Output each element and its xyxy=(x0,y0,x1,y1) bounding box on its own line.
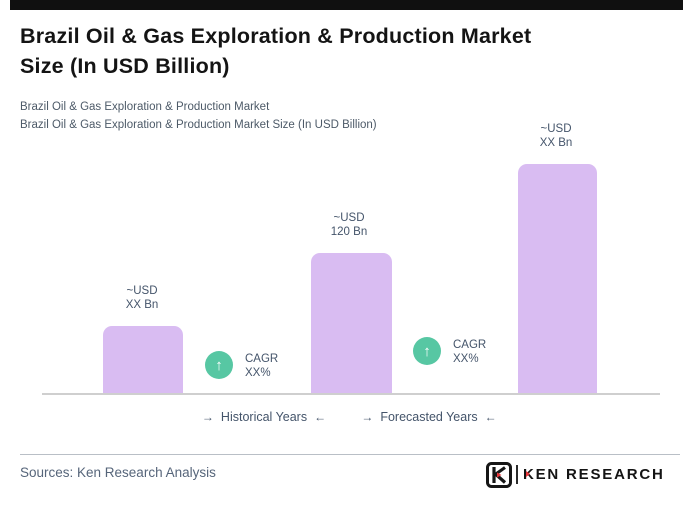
page-title: Brazil Oil & Gas Exploration & Productio… xyxy=(20,24,532,78)
bar-forecast xyxy=(518,164,597,394)
bar-historical-2 xyxy=(311,253,392,394)
subtitle-line-1: Brazil Oil & Gas Exploration & Productio… xyxy=(20,101,270,113)
group-label-text: Forecasted Years xyxy=(380,410,478,424)
up-arrow-icon: ↑ xyxy=(423,342,431,360)
x-group-label-historical: → Historical Years ← xyxy=(162,410,366,424)
sources-note: Sources: Ken Research Analysis xyxy=(20,465,216,480)
cagr-badge-2: ↑ xyxy=(413,337,441,365)
x-group-label-forecasted: → Forecasted Years ← xyxy=(327,410,531,424)
footer-divider xyxy=(20,454,680,455)
logo-k-accent-icon xyxy=(526,470,530,477)
left-arrow-icon: ← xyxy=(484,410,497,424)
group-label-text: Historical Years xyxy=(220,410,308,424)
ken-research-logo: KEN RESEARCH xyxy=(486,461,665,488)
subtitle-line-2: Brazil Oil & Gas Exploration & Productio… xyxy=(20,119,377,131)
logo-text-wrap: KEN RESEARCH xyxy=(523,466,665,484)
logo-separator xyxy=(516,465,518,484)
cagr-badge-1: ↑ xyxy=(205,351,233,379)
right-arrow-icon: → xyxy=(361,410,374,424)
bar-historical-1 xyxy=(103,326,183,394)
top-bar xyxy=(10,0,683,10)
right-arrow-icon: → xyxy=(201,410,214,424)
x-axis-line xyxy=(42,393,660,395)
bar-value-label: ~USD XX Bn xyxy=(539,123,573,149)
ken-research-k-mark-icon xyxy=(486,461,512,488)
left-arrow-icon: ← xyxy=(314,410,327,424)
logo-text: KEN RESEARCH xyxy=(523,465,665,483)
bar-value-label: ~USD 120 Bn xyxy=(330,212,368,238)
cagr-label-1: CAGR XX% xyxy=(245,353,279,379)
bar-value-label: ~USD XX Bn xyxy=(125,285,159,311)
chart-subtitle: Brazil Oil & Gas Exploration & Productio… xyxy=(20,98,640,134)
up-arrow-icon: ↑ xyxy=(215,356,223,374)
cagr-label-2: CAGR XX% xyxy=(453,339,487,365)
